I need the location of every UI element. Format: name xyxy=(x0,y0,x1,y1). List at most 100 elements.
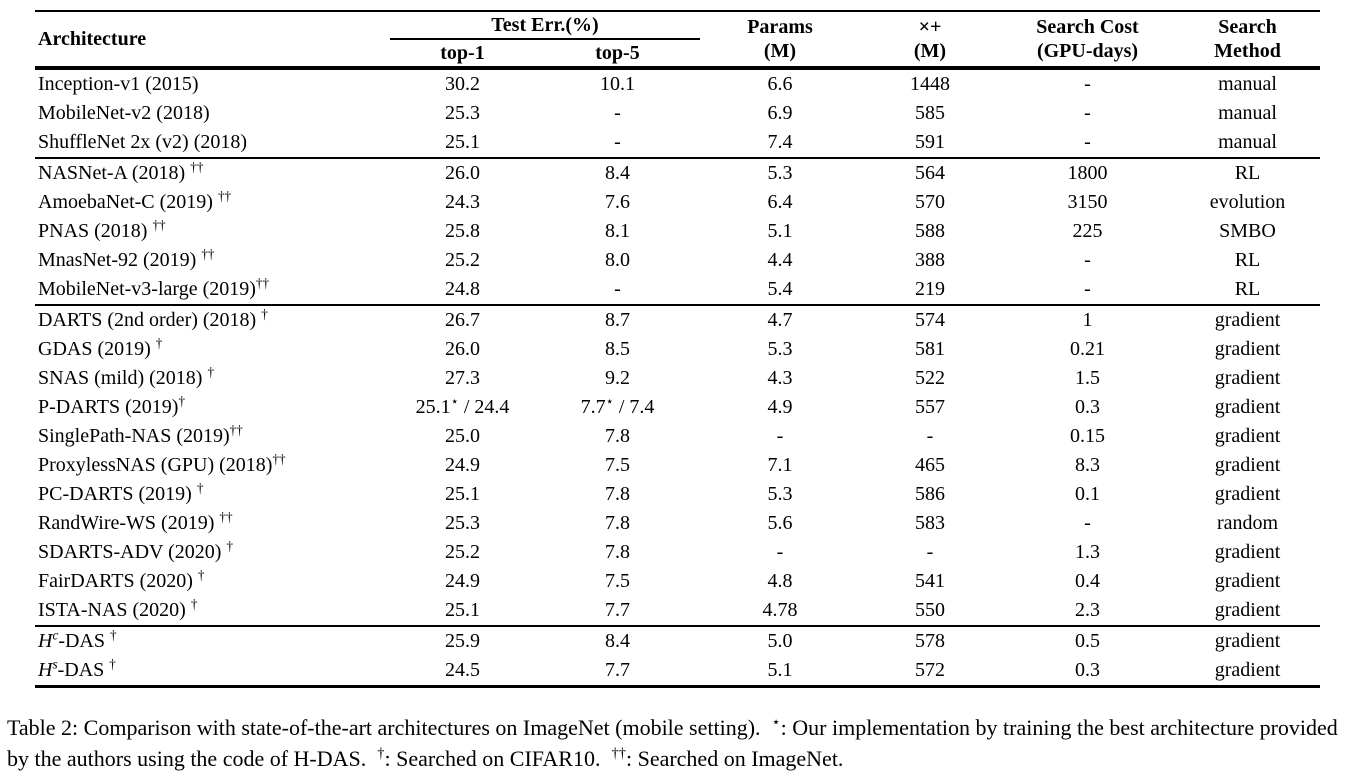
text-segment: RL xyxy=(1234,162,1261,184)
text-segment: 0.4 xyxy=(1075,570,1100,592)
superscript-marker: †† xyxy=(201,246,215,262)
cell-macs: 557 xyxy=(860,393,1000,422)
text-segment: / 7.4 xyxy=(613,396,655,418)
cell-method: gradient xyxy=(1175,335,1320,364)
table-row: ISTA-NAS (2020) † 25.1 7.7 4.78 550 2.3 gradie… xyxy=(35,596,1320,626)
text-segment: 25.1 xyxy=(445,599,480,621)
cell-macs: 574 xyxy=(860,305,1000,335)
table-group: Hc-DAS † 25.9 8.4 5.0 578 0.5 gradient Hs-DAS †… xyxy=(35,626,1320,687)
text-segment: RL xyxy=(1234,278,1261,300)
cell-method: RL xyxy=(1175,246,1320,275)
cell-params: 7.1 xyxy=(700,451,860,480)
superscript-marker: † xyxy=(207,364,215,380)
text-segment: 2.3 xyxy=(1075,599,1100,621)
text-segment: NASNet-A (2018) xyxy=(38,162,191,184)
header-row-2: top-1 top-5 xyxy=(35,39,1320,68)
header-line: Method xyxy=(1214,40,1281,62)
cell-method: manual xyxy=(1175,128,1320,158)
cell-cost: - xyxy=(1000,99,1175,128)
text-segment: 8.1 xyxy=(605,220,630,242)
cell-params: 5.0 xyxy=(700,626,860,656)
text-segment: 24.9 xyxy=(445,454,480,476)
col-header-mult-adds: ×+ (M) xyxy=(860,11,1000,68)
cell-cost: 0.1 xyxy=(1000,480,1175,509)
cell-cost: 0.4 xyxy=(1000,567,1175,596)
cell-cost: - xyxy=(1000,246,1175,275)
text-segment: 585 xyxy=(915,102,945,124)
text-segment: 7.7 xyxy=(605,599,630,621)
cell-params: 5.1 xyxy=(700,656,860,687)
text-segment: 7.4 xyxy=(767,131,793,153)
text-segment: 30.2 xyxy=(445,73,480,95)
table-row: DARTS (2nd order) (2018) † 26.7 8.7 4.7 574 1… xyxy=(35,305,1320,335)
cell-cost: - xyxy=(1000,68,1175,99)
cell-top1: 24.8 xyxy=(390,275,535,305)
text-segment: 574 xyxy=(915,309,945,331)
cell-cost: 3150 xyxy=(1000,188,1175,217)
cell-params: 4.4 xyxy=(700,246,860,275)
cell-top1: 30.2 xyxy=(390,68,535,99)
cell-params: 4.3 xyxy=(700,364,860,393)
text-segment: SinglePath-NAS (2019) xyxy=(38,425,230,447)
superscript-marker: † xyxy=(155,335,163,351)
cell-top1: 25.1 xyxy=(390,596,535,626)
text-segment: - xyxy=(614,102,621,124)
table-row: P-DARTS (2019)† 25.1⋆ / 24.4 7.7⋆ / 7.4 4.9… xyxy=(35,393,1320,422)
cell-top5: 8.4 xyxy=(535,158,700,188)
cell-macs: 588 xyxy=(860,217,1000,246)
cell-top5: 8.5 xyxy=(535,335,700,364)
text-segment: 7.8 xyxy=(605,483,630,505)
text-segment: manual xyxy=(1218,73,1277,95)
cell-method: evolution xyxy=(1175,188,1320,217)
superscript-marker: †† xyxy=(255,275,270,291)
text-segment: MobileNet-v2 (2018) xyxy=(38,102,210,124)
text-segment: PNAS (2018) xyxy=(38,220,153,242)
superscript-marker: † xyxy=(109,627,117,643)
text-segment: 1.5 xyxy=(1075,367,1100,389)
text-segment: 25.9 xyxy=(445,630,480,652)
col-header-top1: top-1 xyxy=(440,42,485,64)
cell-cost: 225 xyxy=(1000,217,1175,246)
cell-top5: 10.1 xyxy=(535,68,700,99)
cell-arch: FairDARTS (2020) † xyxy=(35,567,390,596)
cell-macs: 583 xyxy=(860,509,1000,538)
header-line: Params xyxy=(747,16,813,38)
cell-top1: 24.3 xyxy=(390,188,535,217)
text-segment: 5.3 xyxy=(767,162,793,184)
text-segment: Inception-v1 (2015) xyxy=(38,73,199,95)
text-segment: - xyxy=(926,425,934,447)
cell-top1: 25.3 xyxy=(390,99,535,128)
cell-params: 5.3 xyxy=(700,335,860,364)
text-segment: 6.9 xyxy=(767,102,793,124)
table-row: MobileNet-v3-large (2019)†† 24.8 - 5.4 219 - R… xyxy=(35,275,1320,305)
text-segment: gradient xyxy=(1214,396,1281,418)
cell-macs: 581 xyxy=(860,335,1000,364)
text-segment: H xyxy=(38,659,53,681)
cell-arch: RandWire-WS (2019) †† xyxy=(35,509,390,538)
text-segment: 4.4 xyxy=(767,249,793,271)
cell-method: manual xyxy=(1175,99,1320,128)
cell-top5: 7.7⋆ / 7.4 xyxy=(535,393,700,422)
superscript-marker: † xyxy=(197,567,205,583)
superscript-marker: † xyxy=(377,745,385,762)
cell-top5: 7.5 xyxy=(535,567,700,596)
text-segment: AmoebaNet-C (2019) xyxy=(38,191,218,213)
comparison-table: Architecture Test Err.(%) Params (M) ×+ … xyxy=(35,10,1320,688)
text-segment: - xyxy=(1084,73,1091,95)
table-row: AmoebaNet-C (2019) †† 24.3 7.6 6.4 570 3150 ev… xyxy=(35,188,1320,217)
table-row: Hc-DAS † 25.9 8.4 5.0 578 0.5 gradient xyxy=(35,626,1320,656)
text-segment: RL xyxy=(1234,249,1261,271)
text-segment: - xyxy=(1084,131,1091,153)
header-line: (M) xyxy=(763,40,797,62)
text-segment: ProxylessNAS (GPU) (2018) xyxy=(38,454,273,476)
cell-cost: - xyxy=(1000,509,1175,538)
cell-top5: 7.7 xyxy=(535,656,700,687)
text-segment: 219 xyxy=(915,278,945,300)
text-segment: 1 xyxy=(1082,309,1093,331)
cell-cost: 1.3 xyxy=(1000,538,1175,567)
cell-top5: 7.6 xyxy=(535,188,700,217)
table-row: FairDARTS (2020) † 24.9 7.5 4.8 541 0.4 gradie… xyxy=(35,567,1320,596)
cell-arch: ShuffleNet 2x (v2) (2018) xyxy=(35,128,390,158)
table-row: SNAS (mild) (2018) † 27.3 9.2 4.3 522 1.5 grad… xyxy=(35,364,1320,393)
text-segment: gradient xyxy=(1214,659,1281,681)
